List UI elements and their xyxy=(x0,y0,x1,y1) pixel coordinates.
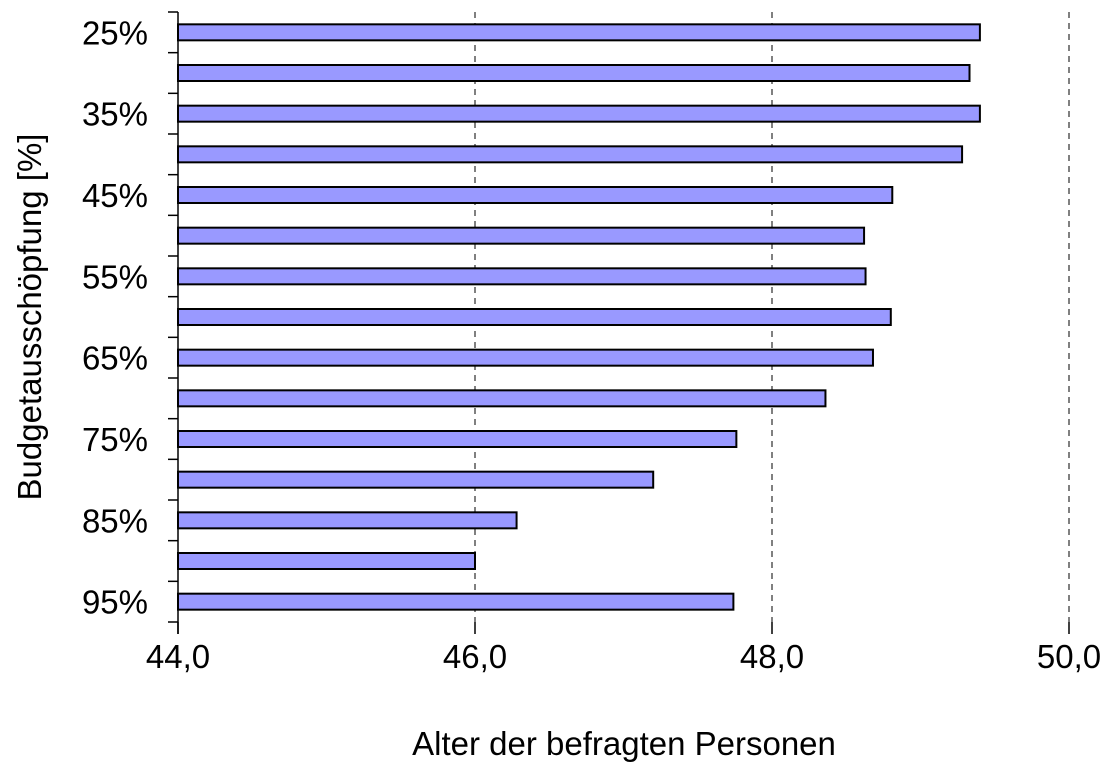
bar xyxy=(177,348,874,367)
bar xyxy=(177,511,518,530)
x-axis-title: Alter der befragten Personen xyxy=(412,725,836,762)
y-tick-label: 95% xyxy=(82,584,148,621)
bar xyxy=(177,389,827,408)
bar xyxy=(177,145,964,164)
x-tick-label: 48,0 xyxy=(740,638,804,675)
bar xyxy=(177,470,655,489)
bar xyxy=(177,23,981,42)
x-tick-label: 50,0 xyxy=(1037,638,1101,675)
y-tick-label: 25% xyxy=(82,14,148,51)
bar xyxy=(177,308,892,326)
bar xyxy=(177,592,735,611)
bars xyxy=(177,23,981,611)
bar xyxy=(177,552,476,570)
bar xyxy=(177,430,738,448)
y-tick-label: 45% xyxy=(82,177,148,214)
x-tick-label: 44,0 xyxy=(146,638,210,675)
y-tick-label: 65% xyxy=(82,340,148,377)
x-tick-label: 46,0 xyxy=(443,638,507,675)
bar xyxy=(177,64,971,82)
y-tick-label: 75% xyxy=(82,421,148,458)
bar xyxy=(177,186,894,204)
bar xyxy=(177,226,866,245)
bar xyxy=(177,267,867,286)
y-axis-title: Budgetausschöpfung [%] xyxy=(11,134,48,501)
bar xyxy=(177,104,981,123)
y-tick-label: 85% xyxy=(82,502,148,539)
tick-labels: 25% 35% 45% 55% 65% 75% 85% 95% 44,0 46,0 48,0 50,0 xyxy=(82,14,1101,675)
y-tick-label: 35% xyxy=(82,96,148,133)
y-tick-label: 55% xyxy=(82,258,148,295)
axes xyxy=(168,11,1070,634)
